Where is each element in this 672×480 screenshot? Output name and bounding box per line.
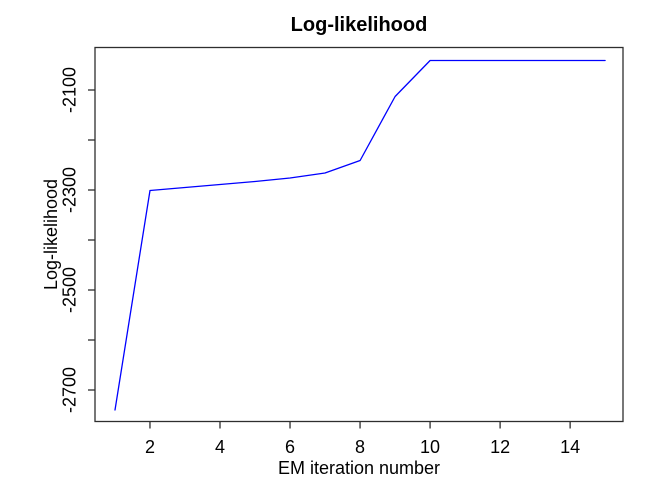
axes: 2 4 6 8 10 12 14 -2100 -2300 -2500 -2700 — [60, 46, 624, 457]
plot-box — [94, 46, 624, 423]
y-axis-label: Log-likelihood — [41, 179, 61, 290]
x-tick-label: 4 — [215, 437, 225, 457]
chart-title: Log-likelihood — [291, 14, 428, 36]
x-tick-label: 2 — [145, 437, 155, 457]
loglikelihood-line — [114, 59, 606, 411]
y-tick-label: -2300 — [60, 167, 80, 213]
x-tick-label: 12 — [490, 437, 510, 457]
x-tick-label: 14 — [560, 437, 580, 457]
x-axis-label: EM iteration number — [278, 458, 440, 478]
x-tick-label: 6 — [285, 437, 295, 457]
y-tick-label: -2700 — [60, 367, 80, 413]
y-tick-label: -2500 — [60, 267, 80, 313]
x-tick-label: 8 — [355, 437, 365, 457]
y-tick-label: -2100 — [60, 67, 80, 113]
x-tick-label: 10 — [420, 437, 440, 457]
